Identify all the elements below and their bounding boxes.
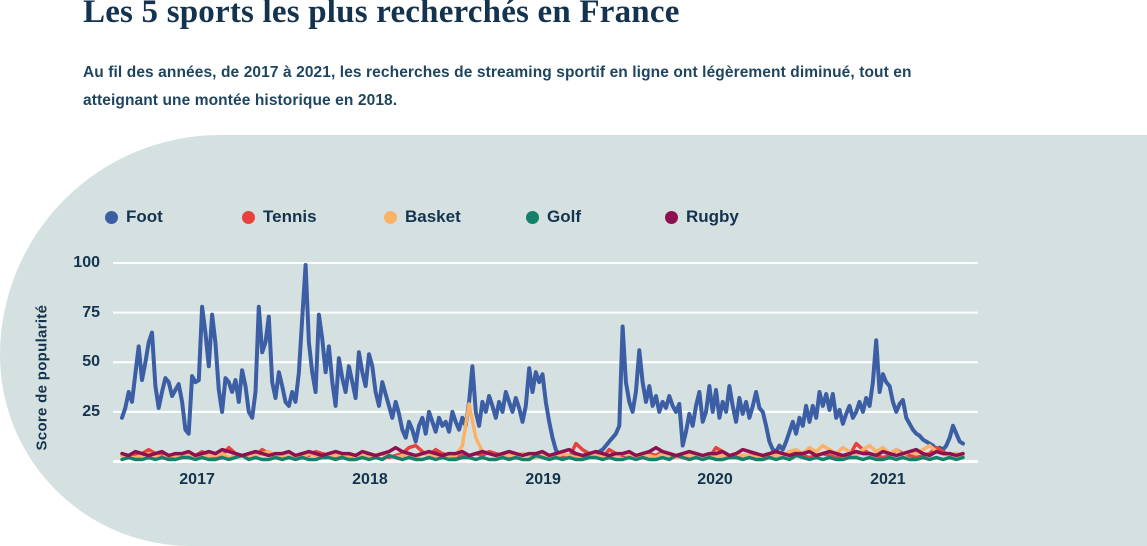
legend-dot-foot-icon xyxy=(105,210,118,224)
x-tick-label-2019: 2019 xyxy=(525,471,561,488)
page-subtitle-line-1: Au fil des années, de 2017 à 2021, les r… xyxy=(83,64,912,81)
legend-item-golf: Golf xyxy=(526,207,581,227)
legend-label-foot: Foot xyxy=(126,207,163,226)
legend-item-tennis: Tennis xyxy=(242,207,317,227)
x-tick-label-2021: 2021 xyxy=(870,471,906,488)
page-title: Les 5 sports les plus recherchés en Fran… xyxy=(83,0,680,30)
y-tick-label: 75 xyxy=(82,303,100,321)
legend-dot-rugby-icon xyxy=(665,210,678,224)
y-axis-title: Score de popularité xyxy=(33,304,51,451)
x-tick-label-2020: 2020 xyxy=(697,471,733,488)
page-subtitle-line-2: atteignant une montée historique en 2018… xyxy=(83,92,398,109)
y-tick-label: 25 xyxy=(82,402,100,420)
legend-label-rugby: Rugby xyxy=(686,207,739,226)
x-tick-label-2017: 2017 xyxy=(179,471,215,488)
x-tick-label-2018: 2018 xyxy=(352,471,388,488)
legend-label-tennis: Tennis xyxy=(263,207,317,226)
legend-item-rugby: Rugby xyxy=(665,207,739,227)
legend-dot-tennis-icon xyxy=(242,210,255,224)
legend-label-basket: Basket xyxy=(405,207,461,226)
legend-item-basket: Basket xyxy=(384,207,461,227)
legend-dot-basket-icon xyxy=(384,210,397,224)
legend-dot-golf-icon xyxy=(526,210,539,224)
legend-item-foot: Foot xyxy=(105,207,163,227)
y-tick-label: 50 xyxy=(82,353,100,371)
legend-label-golf: Golf xyxy=(547,207,581,226)
y-tick-label: 100 xyxy=(73,254,100,271)
